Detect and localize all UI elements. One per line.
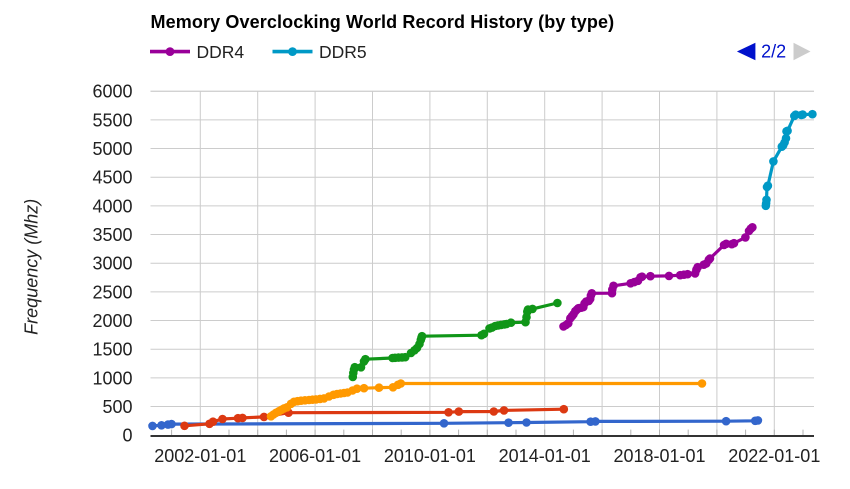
svg-text:3500: 3500 [92,225,132,245]
svg-text:DDR4: DDR4 [197,42,245,62]
svg-text:2/2: 2/2 [761,42,786,62]
svg-text:0: 0 [122,426,132,446]
svg-text:2002-01-01: 2002-01-01 [154,446,246,466]
svg-text:6000: 6000 [92,82,132,102]
svg-text:Frequency (Mhz): Frequency (Mhz) [21,199,41,335]
svg-text:5000: 5000 [92,139,132,159]
svg-text:5500: 5500 [92,110,132,130]
svg-text:500: 500 [102,397,132,417]
svg-text:4000: 4000 [92,196,132,216]
svg-text:2000: 2000 [92,311,132,331]
svg-text:2018-01-01: 2018-01-01 [613,446,705,466]
svg-text:1000: 1000 [92,368,132,388]
svg-text:2006-01-01: 2006-01-01 [269,446,361,466]
svg-text:4500: 4500 [92,168,132,188]
svg-text:Memory Overclocking World Reco: Memory Overclocking World Record History… [151,12,615,32]
svg-text:DDR5: DDR5 [319,42,367,62]
svg-text:2022-01-01: 2022-01-01 [728,446,820,466]
svg-text:3000: 3000 [92,254,132,274]
svg-text:2010-01-01: 2010-01-01 [384,446,476,466]
svg-text:1500: 1500 [92,340,132,360]
svg-text:2500: 2500 [92,282,132,302]
svg-text:2014-01-01: 2014-01-01 [499,446,591,466]
